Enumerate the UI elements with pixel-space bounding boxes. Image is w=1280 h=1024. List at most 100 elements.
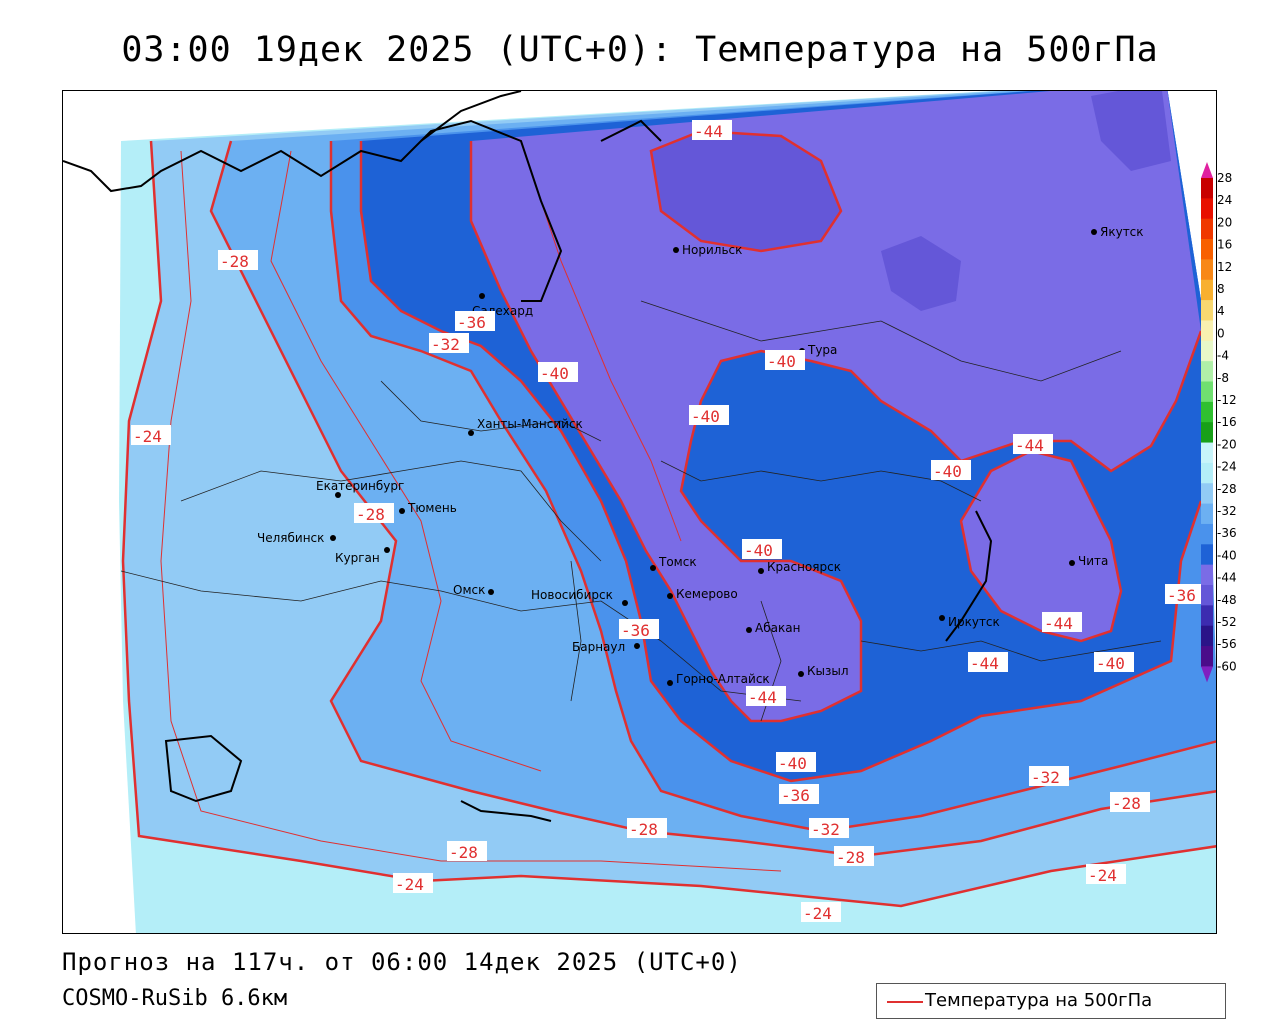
iso-label: -36 (619, 619, 659, 640)
city-barnaul: Барнаул (572, 640, 640, 654)
svg-text:Курган: Курган (335, 551, 380, 565)
city-kemerovo: Кемерово (667, 587, 738, 601)
city-irkutsk: Иркутск (939, 615, 1000, 629)
iso-label: -36 (455, 311, 495, 332)
colorbar-bottom-arrow (1201, 666, 1213, 683)
iso-label: -40 (931, 460, 971, 481)
city-tomsk: Томск (650, 555, 697, 571)
svg-text:-36: -36 (621, 621, 650, 640)
svg-text:-28: -28 (629, 820, 658, 839)
colorbar-swatch (1201, 178, 1213, 199)
band-minus-48-ne (1091, 91, 1171, 171)
city-tyumen: Тюмень (399, 501, 457, 515)
iso-label: -40 (765, 350, 805, 371)
colorbar-swatch (1201, 605, 1213, 627)
iso-label: -44 (1013, 434, 1053, 455)
city-norilsk: Норильск (673, 243, 742, 257)
city-khanty-mansiysk: Ханты-Мансийск (468, 417, 583, 436)
svg-text:Томск: Томск (658, 555, 697, 569)
svg-text:Барнаул: Барнаул (572, 640, 625, 654)
colorbar-swatch (1201, 442, 1213, 464)
city-abakan: Абакан (746, 621, 800, 635)
city-chelyabinsk: Челябинск (257, 531, 336, 545)
colorbar-tick-label: 12 (1217, 260, 1232, 274)
colorbar-swatch (1201, 218, 1213, 240)
legend-line-swatch (887, 1001, 923, 1003)
iso-label: -28 (218, 250, 258, 271)
colorbar-swatch (1201, 239, 1213, 260)
city-gorno-altaysk: Горно-Алтайск (667, 672, 770, 686)
svg-text:-28: -28 (836, 848, 865, 867)
svg-text:-24: -24 (395, 875, 424, 894)
colorbar-tick-label: 20 (1217, 215, 1232, 229)
colorbar-swatch (1201, 300, 1213, 321)
colorbar-swatch (1201, 462, 1213, 484)
iso-label: -44 (692, 120, 732, 141)
iso-label: -40 (776, 752, 816, 773)
colorbar-tick-label: -36 (1217, 526, 1237, 540)
svg-text:-40: -40 (744, 541, 773, 560)
temperature-colorbar: 28 24 20 16 12 8 4 0 -4 -8 -12 -16 -20 -24 -28 -32 -36 -4… (1201, 162, 1237, 683)
svg-text:Ханты-Мансийск: Ханты-Мансийск (477, 417, 583, 431)
colorbar-swatch (1201, 483, 1213, 505)
svg-text:Тура: Тура (807, 343, 837, 357)
city-kyzyl: Кызыл (798, 664, 849, 678)
iso-label: -24 (131, 425, 171, 446)
iso-label: -40 (742, 539, 782, 560)
city-yekaterinburg: Екатеринбург (316, 479, 404, 498)
city-yakutsk: Якутск (1091, 225, 1144, 239)
svg-text:-44: -44 (1015, 436, 1044, 455)
svg-text:Тюмень: Тюмень (407, 501, 457, 515)
iso-label: -32 (429, 333, 469, 354)
city-krasnoyarsk: Красноярск (758, 560, 841, 574)
svg-text:-40: -40 (1096, 654, 1125, 673)
iso-label: -28 (354, 503, 394, 524)
svg-text:-40: -40 (540, 364, 569, 383)
colorbar-tick-label: 24 (1217, 193, 1232, 207)
iso-label: -24 (393, 873, 433, 894)
band-minus-48-north (651, 131, 841, 251)
svg-text:-40: -40 (778, 754, 807, 773)
band-minus-48-east (881, 236, 961, 311)
colorbar-tick-label: -4 (1217, 349, 1229, 363)
colorbar-tick-label: -44 (1217, 571, 1237, 585)
colorbar-tick-label: -20 (1217, 437, 1237, 451)
svg-text:Новосибирск: Новосибирск (531, 588, 613, 602)
colorbar-tick-label: -40 (1217, 548, 1237, 562)
colorbar-swatch (1201, 544, 1213, 566)
colorbar-swatch (1201, 198, 1213, 220)
svg-text:Челябинск: Челябинск (257, 531, 324, 545)
svg-text:-24: -24 (133, 427, 162, 446)
model-info: COSMO-RuSib 6.6км (62, 986, 288, 1011)
colorbar-tick-label: 28 (1217, 171, 1232, 185)
svg-text:-28: -28 (449, 843, 478, 862)
svg-text:-44: -44 (748, 688, 777, 707)
colorbar-swatch (1201, 381, 1213, 403)
colorbar-swatch (1201, 585, 1213, 606)
svg-text:-32: -32 (811, 820, 840, 839)
iso-label: -36 (779, 784, 819, 805)
band-minus-44-west (471, 91, 1201, 721)
iso-label: -28 (1110, 792, 1150, 813)
svg-text:-24: -24 (803, 904, 832, 923)
colorbar-tick-label: -24 (1217, 460, 1237, 474)
colorbar-swatch (1201, 279, 1213, 301)
svg-text:-36: -36 (1167, 586, 1196, 605)
legend-box: Температура на 500гПа (876, 983, 1226, 1019)
colorbar-tick-label: -52 (1217, 615, 1237, 629)
colorbar-top-arrow (1201, 162, 1213, 178)
colorbar-tick-label: -60 (1217, 659, 1237, 673)
colorbar-swatch (1201, 564, 1213, 586)
iso-label: -24 (1086, 864, 1126, 885)
svg-text:-28: -28 (220, 252, 249, 271)
svg-text:Абакан: Абакан (755, 621, 800, 635)
colorbar-swatch (1201, 523, 1213, 545)
iso-label: -24 (801, 902, 841, 923)
colorbar-swatch (1201, 503, 1213, 525)
colorbar-tick-label: -48 (1217, 593, 1237, 607)
svg-text:-28: -28 (356, 505, 385, 524)
isotherm-lines (121, 129, 1216, 908)
colorbar-tick-label: -32 (1217, 504, 1237, 518)
isotherm-labels: -44 -28 -36 -32 -40 -40 -40 -40 -44 -28 … (131, 120, 1205, 923)
map-frame: Норильск Якутск Салехард Тура Ханты-Манс… (62, 90, 1217, 934)
